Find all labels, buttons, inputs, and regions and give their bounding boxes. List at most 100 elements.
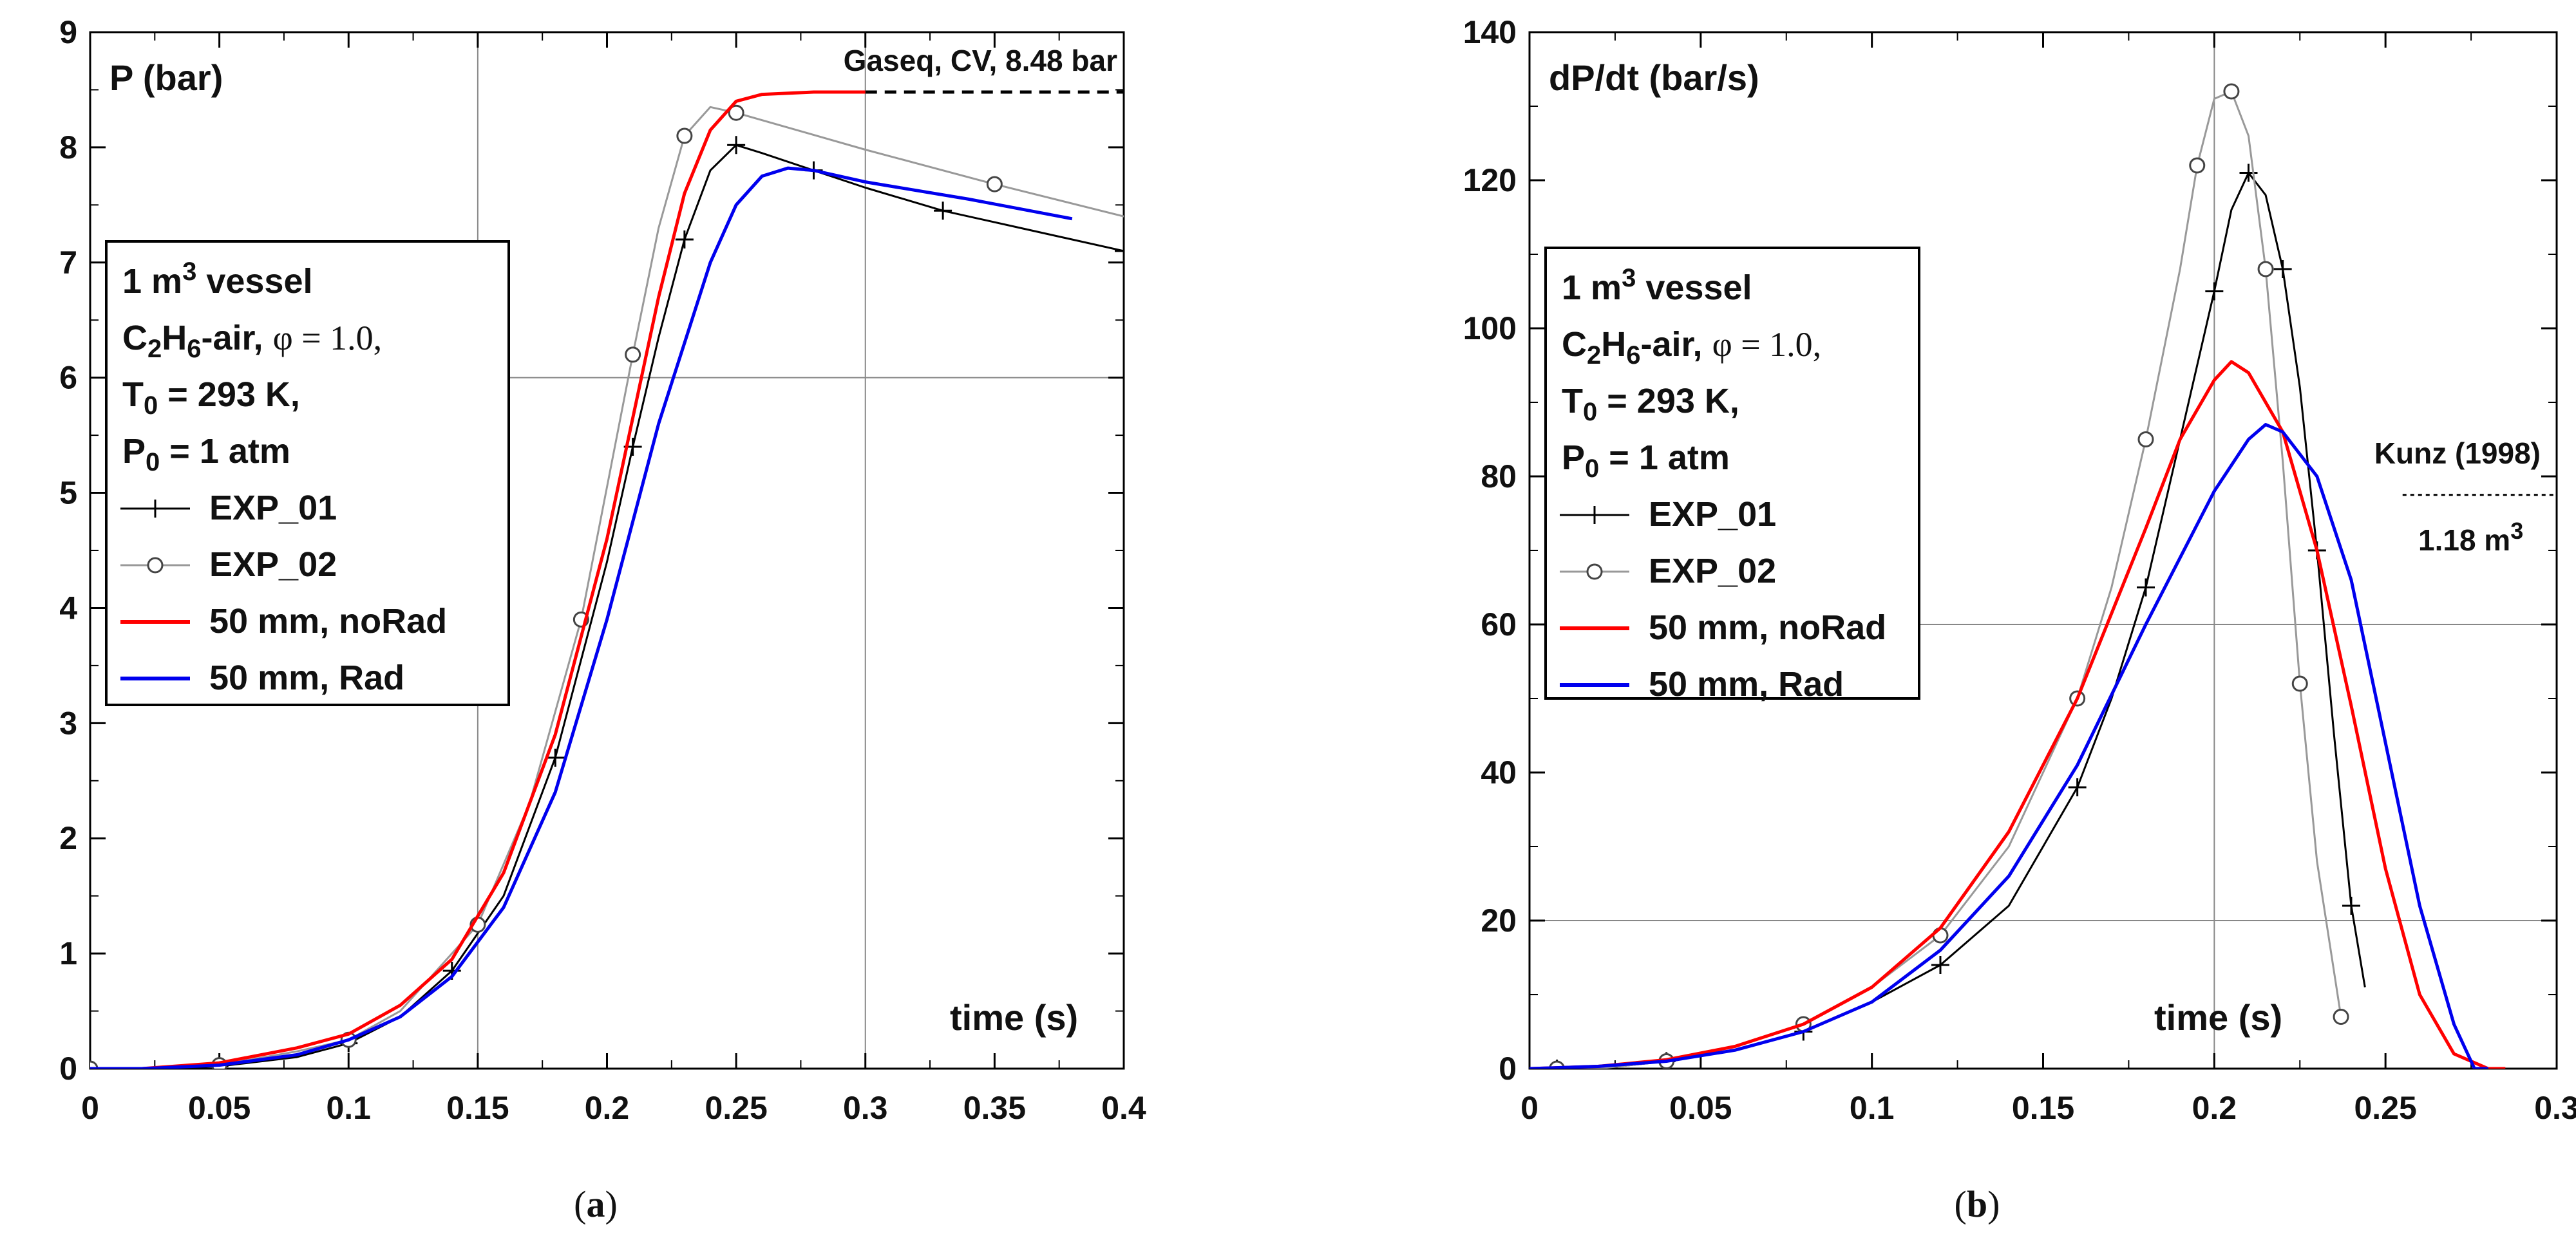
x-tick-label: 0.4 [1101, 1090, 1146, 1126]
y-axis-label: dP/dt (bar/s) [1549, 57, 1759, 98]
x-tick-label: 0.05 [1669, 1090, 1732, 1126]
legend: 1 m3 vessel C2H6-air, φ = 1.0, T0 = 293 K,… [105, 240, 510, 706]
panel-letter-b: b [1967, 1183, 1987, 1225]
data-point-plus [934, 201, 952, 220]
data-point-circle [2223, 83, 2240, 100]
legend-entry: EXP_01 [1649, 495, 1776, 534]
x-tick-label: 0.25 [705, 1090, 767, 1126]
series-line-3 [1530, 423, 2488, 1069]
panel-letter-a: a [587, 1183, 605, 1225]
legend-line-vessel: 1 m3 vessel [122, 258, 312, 301]
y-tick-label: 140 [1463, 14, 1517, 50]
data-point-plus [2239, 164, 2258, 182]
y-tick-label: 6 [59, 360, 77, 396]
data-point-circle [90, 1060, 99, 1069]
y-tick-label: 3 [59, 705, 77, 741]
y-tick-label: 80 [1481, 458, 1517, 494]
data-point-circle [676, 127, 693, 144]
legend-line-pressure: P0 = 1 atm [122, 432, 290, 476]
series-group [1530, 83, 2506, 1069]
y-tick-label: 5 [59, 475, 77, 511]
x-tick-label: 0.3 [843, 1090, 888, 1126]
x-tick-label: 0.15 [446, 1090, 509, 1126]
y-tick-label: 4 [59, 590, 77, 626]
data-point-plus [2205, 282, 2224, 301]
y-axis-label: P (bar) [109, 57, 223, 98]
x-axis-label: time (s) [2154, 997, 2282, 1038]
x-tick-label: 0.2 [585, 1090, 630, 1126]
legend-entry: 50 mm, noRad [209, 602, 447, 641]
y-tick-label: 0 [1499, 1051, 1517, 1087]
y-tick-label: 120 [1463, 162, 1517, 198]
data-point-circle [625, 346, 641, 363]
data-point-plus [146, 500, 164, 518]
legend-box [105, 240, 510, 706]
y-tick-label: 2 [59, 820, 77, 856]
legend-entry: EXP_02 [209, 545, 337, 584]
series-line-2 [90, 90, 866, 1069]
chart-pressure: 0 0.05 0.1 0.15 0.2 0.25 0.3 0.35 0.40123456789P… [59, 14, 1146, 1126]
x-tick-label: 0.1 [1850, 1090, 1895, 1126]
legend-line-vessel: 1 m3 vessel [1562, 264, 1752, 307]
x-tick-label: 0 [1520, 1090, 1539, 1126]
y-tick-label: 60 [1481, 606, 1517, 642]
legend-line-temperature: T0 = 293 K, [1562, 382, 1739, 426]
x-tick-label: 0.3 [2534, 1090, 2576, 1126]
y-tick-label: 40 [1481, 754, 1517, 791]
legend-entry: EXP_02 [1649, 552, 1776, 590]
legend: 1 m3 vessel C2H6-air, φ = 1.0, T0 = 293 K,… [1544, 247, 1920, 704]
x-tick-label: 0 [81, 1090, 99, 1126]
legend-line-pressure: P0 = 1 atm [1562, 438, 1730, 483]
data-point-circle [2189, 157, 2206, 174]
y-tick-label: 100 [1463, 310, 1517, 346]
y-tick-label: 0 [59, 1051, 77, 1087]
data-point-circle [2333, 1009, 2349, 1025]
data-point-plus [1931, 956, 1949, 974]
data-point-plus [2137, 578, 2155, 597]
x-tick-label: 0.15 [2012, 1090, 2074, 1126]
reference-annotation: Kunz (1998) [2374, 436, 2541, 470]
data-point-circle [147, 557, 164, 574]
legend-line-mixture: C2H6-air, φ = 1.0, [1562, 325, 1821, 370]
data-point-plus [727, 136, 746, 154]
y-tick-label: 20 [1481, 903, 1517, 939]
data-point-plus [2273, 260, 2292, 278]
series-group [90, 90, 1124, 1069]
data-point-circle [2257, 261, 2274, 277]
series-line-1 [90, 106, 1124, 1069]
x-tick-label: 0.25 [2354, 1090, 2417, 1126]
series-line-2 [1530, 360, 2506, 1069]
legend-entry: 50 mm, Rad [209, 659, 404, 697]
legend-line-temperature: T0 = 293 K, [122, 375, 300, 420]
data-point-circle [728, 104, 744, 121]
data-point-plus [2342, 897, 2360, 915]
y-tick-label: 1 [59, 935, 77, 971]
series-line-3 [90, 166, 1073, 1069]
data-point-circle [986, 176, 1003, 192]
legend-box [1544, 247, 1920, 700]
legend-entry: 50 mm, Rad [1649, 665, 1844, 704]
y-tick-label: 7 [59, 245, 77, 281]
legend-entry: 50 mm, noRad [1649, 608, 1886, 647]
x-tick-label: 0.1 [326, 1090, 371, 1126]
legend-line-mixture: C2H6-air, φ = 1.0, [122, 319, 382, 363]
data-point-plus [2068, 778, 2087, 796]
data-point-circle [1586, 563, 1603, 580]
data-point-plus [1586, 506, 1604, 524]
y-tick-label: 8 [59, 129, 77, 165]
data-point-plus [675, 230, 694, 248]
x-tick-label: 0.35 [963, 1090, 1026, 1126]
data-point-plus [1115, 241, 1124, 260]
data-point-circle [2137, 431, 2154, 447]
reference-annotation: Gaseq, CV, 8.48 bar [844, 44, 1117, 77]
panel-label-b: (b) [1955, 1183, 2000, 1225]
data-point-circle [2291, 675, 2308, 692]
reference-volume-annotation: 1.18 m3 [2418, 518, 2523, 557]
panel-label-a: (a) [574, 1183, 618, 1225]
x-tick-label: 0.05 [188, 1090, 251, 1126]
x-axis-label: time (s) [950, 997, 1078, 1038]
chart-pressure-rise-rate: 0 0.05 0.1 0.15 0.2 0.25 0.3 0 20 40 60 80 100 120 140… [1463, 14, 2576, 1126]
x-tick-label: 0.2 [2192, 1090, 2237, 1126]
legend-entry: EXP_01 [209, 489, 337, 527]
